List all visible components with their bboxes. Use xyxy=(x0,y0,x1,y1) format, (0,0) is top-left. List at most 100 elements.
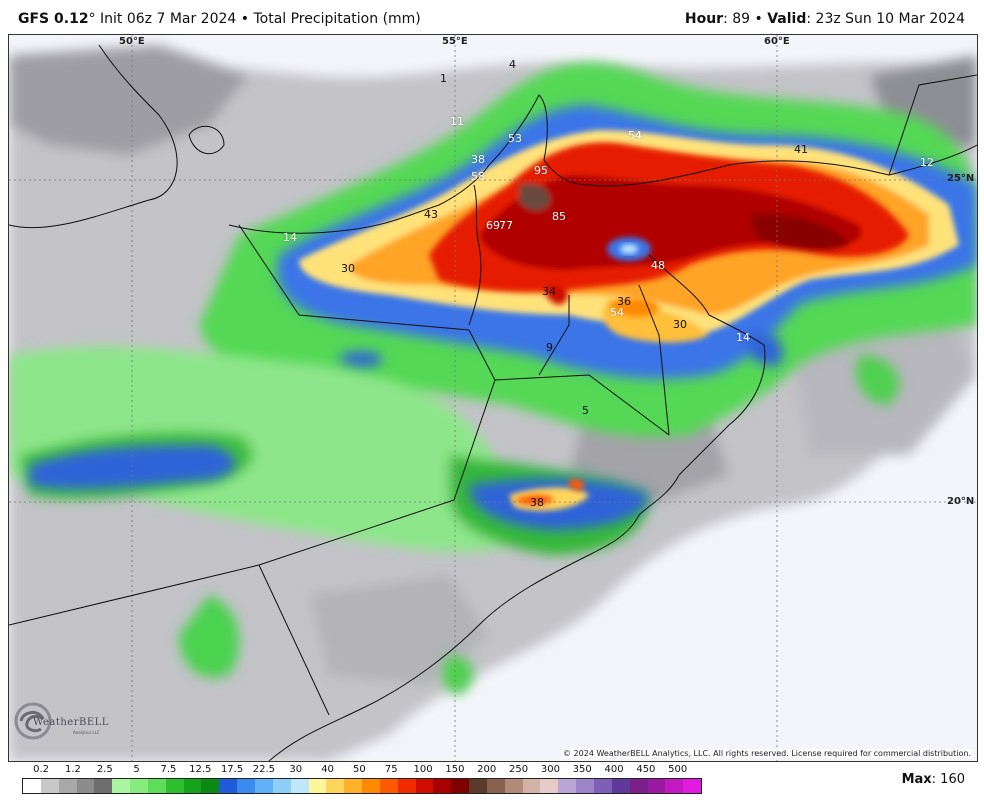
value-label: 43 xyxy=(424,208,438,221)
legend-ticks: 0.2 1.2 2.5 5 7.5 12.5 17.5 22.5 30 40 50 75 100 150 2… xyxy=(22,764,702,777)
legend-swatch xyxy=(58,779,77,793)
legend-tick-label: 350 xyxy=(572,764,592,775)
lon-label-55e: 55°E xyxy=(442,36,468,47)
legend-tick-label: 50 xyxy=(353,764,366,775)
legend-swatch xyxy=(290,779,309,793)
legend-swatch xyxy=(362,779,380,793)
legend-tick-label: 100 xyxy=(413,764,433,775)
legend-swatch xyxy=(308,779,327,793)
legend-swatch xyxy=(344,779,363,793)
legend-tick-label: 200 xyxy=(477,764,497,775)
legend-swatch xyxy=(504,779,523,793)
legend-swatch xyxy=(611,779,630,793)
value-label: 54 xyxy=(628,129,642,142)
valid-label: Valid xyxy=(767,11,807,27)
value-label: 4 xyxy=(509,58,516,71)
lon-label-50e: 50°E xyxy=(119,36,145,47)
legend-swatch xyxy=(272,779,291,793)
legend-swatch xyxy=(23,779,41,793)
legend-swatch xyxy=(201,779,220,793)
legend-swatch xyxy=(665,779,684,793)
value-label: 38 xyxy=(471,153,485,166)
legend-swatch xyxy=(147,779,166,793)
max-number: : 160 xyxy=(931,772,965,787)
legend-swatch xyxy=(683,779,702,793)
value-label: 48 xyxy=(651,259,665,272)
value-label: 58 xyxy=(471,170,485,183)
legend-swatch xyxy=(254,779,273,793)
legend-tick-label: 0.2 xyxy=(33,764,50,775)
value-label: 36 xyxy=(617,295,631,308)
value-label: 69 xyxy=(486,219,500,232)
coastlines xyxy=(9,44,977,761)
value-label: 95 xyxy=(534,164,548,177)
legend-tick-label: 2.5 xyxy=(96,764,113,775)
value-label: 85 xyxy=(552,210,566,223)
value-label: 14 xyxy=(736,331,750,344)
value-label: 5 xyxy=(582,404,589,417)
legend-tick-label: 17.5 xyxy=(220,764,244,775)
legend-tick-label: 7.5 xyxy=(160,764,177,775)
hour-value: : 89 • xyxy=(723,11,768,27)
legend-tick-label: 250 xyxy=(509,764,529,775)
color-legend: 0.2 1.2 2.5 5 7.5 12.5 17.5 22.5 30 40 50 75 100 150 2… xyxy=(22,764,702,794)
lat-label-25n: 25°N xyxy=(947,173,975,184)
legend-tick-label: 5 xyxy=(133,764,140,775)
legend-swatch xyxy=(326,779,345,793)
legend-swatch xyxy=(219,779,238,793)
legend-swatch xyxy=(451,779,470,793)
logo-text: WeatherBELL xyxy=(33,717,109,728)
value-label: 14 xyxy=(283,231,297,244)
logo-subtext: Analytics LLC xyxy=(73,730,100,735)
legend-swatch xyxy=(76,779,95,793)
legend-tick-label: 300 xyxy=(540,764,560,775)
value-label: 9 xyxy=(546,341,553,354)
value-label: 34 xyxy=(542,285,556,298)
legend-tick-label: 450 xyxy=(636,764,656,775)
value-label: 77 xyxy=(499,219,513,232)
legend-tick-label: 30 xyxy=(289,764,303,775)
legend-tick-label: 500 xyxy=(668,764,688,775)
legend-colorbar xyxy=(22,778,702,794)
legend-swatch xyxy=(397,779,416,793)
legend-swatch xyxy=(165,779,184,793)
init-info: Init 06z 7 Mar 2024 • Total Precipitatio… xyxy=(95,11,421,27)
logo-swirl-icon xyxy=(14,702,52,740)
value-label: 38 xyxy=(530,496,544,509)
legend-tick-label: 150 xyxy=(445,764,465,775)
legend-swatch xyxy=(94,779,113,793)
map-canvas xyxy=(9,35,977,761)
value-label: 11 xyxy=(450,115,464,128)
max-value: Max: 160 xyxy=(902,772,965,787)
value-label: 12 xyxy=(920,156,934,169)
value-label: 1 xyxy=(440,72,447,85)
legend-tick-label: 1.2 xyxy=(64,764,81,775)
precipitation-map[interactable]: 50°E 55°E 60°E 25°N 20°N 1 4 11 53 54 41… xyxy=(8,34,978,762)
legend-swatch xyxy=(237,779,255,793)
legend-swatch xyxy=(594,779,612,793)
legend-swatch xyxy=(379,779,398,793)
legend-swatch xyxy=(629,779,648,793)
copyright-notice: © 2024 WeatherBELL Analytics, LLC. All r… xyxy=(561,749,973,758)
hour-label: Hour xyxy=(684,11,724,27)
model-name: GFS 0.12 xyxy=(18,11,89,27)
value-label: 30 xyxy=(673,318,687,331)
graticule xyxy=(9,35,977,761)
legend-tick-label: 400 xyxy=(604,764,624,775)
weatherbell-logo: WeatherBELL Analytics LLC xyxy=(13,701,123,747)
legend-swatch xyxy=(576,779,594,793)
valid-time: Hour: 89 • Valid: 23z Sun 10 Mar 2024 xyxy=(685,11,965,27)
legend-swatch xyxy=(522,779,541,793)
legend-tick-label: 75 xyxy=(384,764,398,775)
legend-swatch xyxy=(469,779,487,793)
legend-swatch xyxy=(112,779,131,793)
legend-swatch xyxy=(486,779,505,793)
legend-tick-label: 12.5 xyxy=(189,764,212,775)
valid-value: : 23z Sun 10 Mar 2024 xyxy=(806,11,965,27)
max-label: Max xyxy=(901,772,932,787)
legend-tick-label: 40 xyxy=(321,764,334,775)
value-label: 54 xyxy=(610,306,624,319)
legend-swatch xyxy=(40,779,59,793)
lat-label-20n: 20°N xyxy=(947,496,975,507)
legend-swatch xyxy=(130,779,148,793)
